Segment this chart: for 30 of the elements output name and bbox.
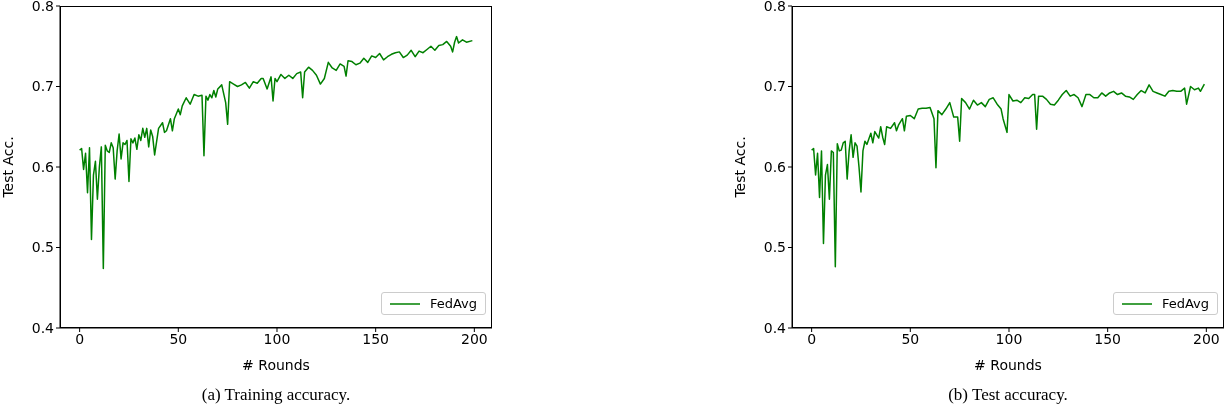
y-tick-label: 0.4 <box>763 319 787 336</box>
x-tick-label: 200 <box>1192 330 1220 347</box>
y-tick-label: 0.6 <box>31 158 55 175</box>
x-tick-label: 150 <box>362 330 390 347</box>
text: (a) Training accuracy. <box>200 385 352 405</box>
y-tick-label: 0.5 <box>31 239 54 256</box>
x-tick-label: 150 <box>1094 330 1122 347</box>
x-tick-label: 50 <box>901 330 920 347</box>
x-axis-title: # Rounds <box>974 357 1042 373</box>
x-tick-label: 0 <box>807 330 817 347</box>
legend-label: FedAvg <box>429 296 477 311</box>
y-tick-label: 0.6 <box>763 158 787 175</box>
y-tick-label: 0.7 <box>763 78 786 95</box>
y-tick-label: 0.7 <box>31 78 54 95</box>
x-tick-label: 50 <box>169 330 188 347</box>
y-axis-title: Test Acc. <box>731 136 748 199</box>
line-series <box>810 83 1206 268</box>
y-tick-label: 0.8 <box>763 0 786 14</box>
y-tick-label: 0.5 <box>763 239 786 256</box>
x-tick-label: 100 <box>995 330 1023 347</box>
x-tick-label: 0 <box>75 330 85 347</box>
x-axis-title: # Rounds <box>242 357 310 373</box>
x-tick-label: 100 <box>263 330 291 347</box>
legend-label: FedAvg <box>1161 296 1209 311</box>
y-tick-label: 0.4 <box>31 319 55 336</box>
x-tick-label: 200 <box>460 330 488 347</box>
y-axis-title: Test Acc. <box>0 136 16 199</box>
text: (b) Test accuracy. <box>947 385 1069 405</box>
y-tick-label: 0.8 <box>31 0 54 14</box>
line-series <box>78 35 474 270</box>
